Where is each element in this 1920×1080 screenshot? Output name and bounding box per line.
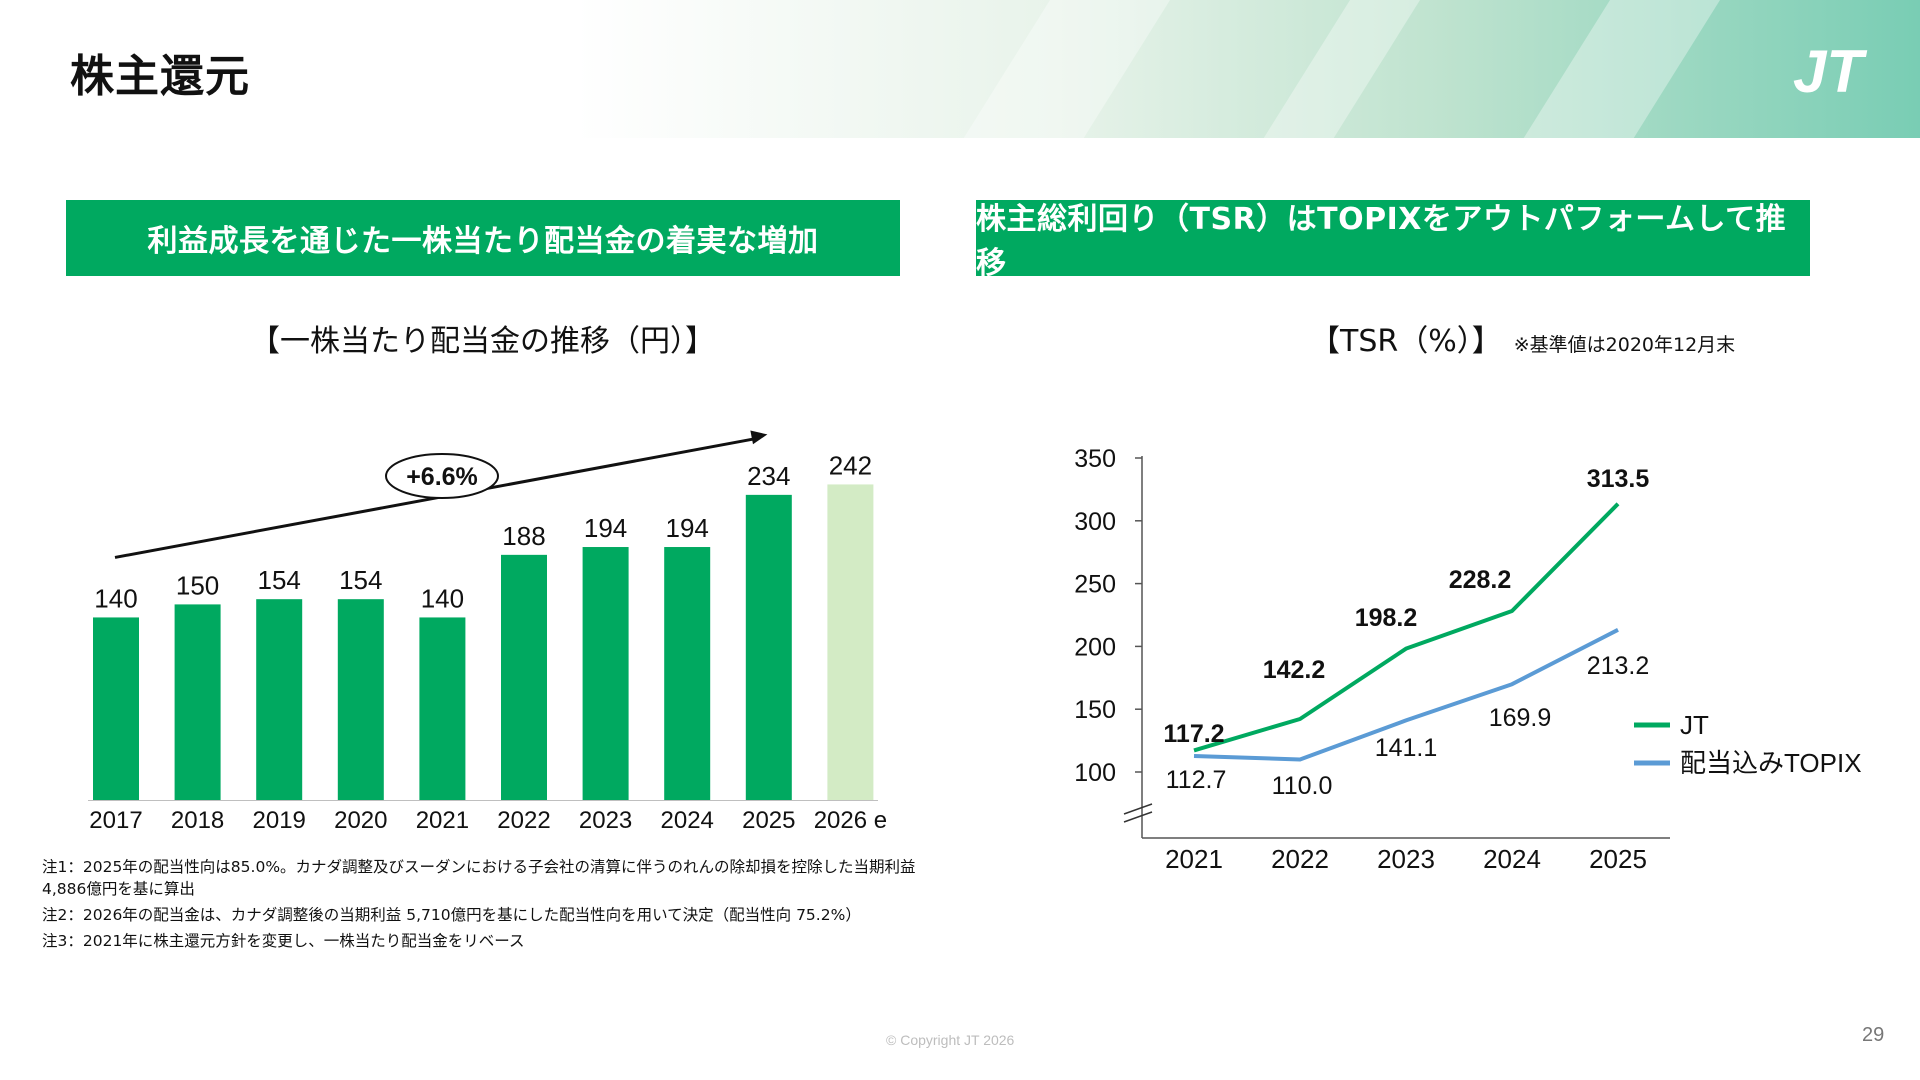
x-tick-label: 2021 (1165, 844, 1223, 874)
bar-2021 (419, 617, 466, 800)
bar-2020 (337, 599, 384, 800)
footnotes: 注1：2025年の配当性向は85.0%。カナダ調整及びスーダンにおける子会社の清… (42, 856, 942, 956)
footnote-2: 注2：2026年の配当金は、カナダ調整後の当期利益 5,710億円を基にした配当… (42, 906, 861, 924)
header-stripe (1225, 0, 1445, 138)
y-tick-label: 150 (1074, 696, 1116, 724)
x-tick-label: 2018 (171, 807, 224, 834)
bar-2018 (174, 604, 221, 800)
jt-data-label: 228.2 (1449, 566, 1512, 594)
bar-value-label: 188 (502, 521, 545, 551)
tsr-chart-note: ※基準値は2020年12月末 (1513, 334, 1736, 356)
page-title: 株主還元 (70, 51, 250, 102)
x-tick-label: 2022 (1271, 844, 1329, 874)
footnote-1: 注1：2025年の配当性向は85.0%。カナダ調整及びスーダンにおける子会社の清… (42, 858, 916, 898)
x-tick-label: 2020 (334, 807, 387, 834)
x-tick-label: 2024 (1483, 844, 1541, 874)
dividend-section-banner: 利益成長を通じた一株当たり配当金の着実な増加 (66, 200, 900, 276)
bar-value-label: 140 (421, 583, 464, 613)
bar-2025 (745, 494, 792, 800)
bar-2023 (582, 547, 629, 800)
x-tick-label: 2025 (742, 807, 795, 834)
header-band (0, 0, 1920, 138)
topix-data-label: 213.2 (1587, 652, 1650, 680)
tsr-chart-title: 【TSR（%）】 (1310, 324, 1502, 359)
jt-data-label: 313.5 (1587, 465, 1650, 493)
x-tick-label: 2019 (253, 807, 306, 834)
x-tick-label: 2021 (416, 807, 469, 834)
jt-logo-text: JT (1793, 38, 1867, 102)
jt-data-label: 198.2 (1355, 604, 1418, 632)
topix-data-label: 110.0 (1272, 772, 1333, 800)
bar-2022 (501, 554, 547, 800)
jt-data-label: 117.2 (1163, 720, 1224, 748)
x-tick-label: 2023 (579, 807, 632, 834)
bar-2019 (256, 599, 303, 800)
growth-badge (385, 453, 499, 499)
dividend-chart-title: 【一株当たり配当金の推移（円）】 (250, 324, 715, 359)
header-stripe (1485, 0, 1745, 138)
y-tick-label: 350 (1074, 445, 1116, 473)
growth-label: +6.6% (406, 463, 478, 491)
bar-value-label: 154 (339, 565, 382, 595)
dividend-bar-chart: 140 2017 150 2018 154 2019 154 2020 140 2021 188 20… (88, 430, 887, 834)
topix-data-label: 141.1 (1375, 734, 1438, 762)
topix-data-label: 112.7 (1166, 766, 1227, 794)
page-number: 29 (1862, 1024, 1885, 1046)
axis-break-mark (1123, 811, 1153, 823)
jt-series-line (1193, 502, 1620, 753)
bar-value-label: 154 (258, 565, 301, 595)
header-stripe (925, 0, 1195, 138)
tsr-section-banner: 株主総利回り（TSR）はTOPIXをアウトパフォームして推移 (976, 200, 1810, 281)
topix-data-label: 169.9 (1489, 704, 1552, 732)
y-tick-label: 200 (1074, 633, 1116, 661)
jt-logo: JT (1793, 38, 1867, 102)
x-tick-label: 2024 (661, 807, 714, 834)
y-tick-label: 100 (1074, 759, 1116, 787)
copyright: © Copyright JT 2026 (886, 1032, 1015, 1048)
topix-series-line (1193, 628, 1619, 762)
x-tick-label: 2022 (497, 807, 550, 834)
y-tick-label: 300 (1074, 508, 1116, 536)
tsr-line-chart: 100 150 200 250 300 350 2021 2022 2023 2024 2025 11… (1074, 445, 1862, 874)
bar-value-label: 234 (747, 461, 790, 491)
y-tick-label: 250 (1074, 571, 1116, 599)
bar-value-label: 194 (666, 513, 709, 543)
bar-value-label: 150 (176, 570, 219, 600)
bar-value-label: 194 (584, 513, 627, 543)
tsr-chart-title-wrap: 【TSR（%）】 ※基準値は2020年12月末 (1310, 316, 1735, 360)
trend-arrow-head (750, 430, 768, 445)
bar-2017 (93, 617, 139, 800)
bar-2024 (664, 547, 711, 800)
jt-data-label: 142.2 (1263, 656, 1326, 684)
x-tick-label: 2026 e (814, 807, 887, 834)
legend-topix-label: 配当込みTOPIX (1680, 748, 1862, 778)
bar-value-label: 242 (829, 450, 872, 480)
footnote-3: 注3：2021年に株主還元方針を変更し、一株当たり配当金をリベース (42, 932, 525, 950)
legend-jt-label: JT (1680, 710, 1709, 740)
x-tick-label: 2017 (89, 807, 142, 834)
bar-value-label: 140 (94, 583, 137, 613)
axis-break-mark (1123, 803, 1153, 815)
bar-2026-e (827, 484, 874, 800)
x-tick-label: 2025 (1589, 844, 1647, 874)
x-tick-label: 2023 (1377, 844, 1435, 874)
